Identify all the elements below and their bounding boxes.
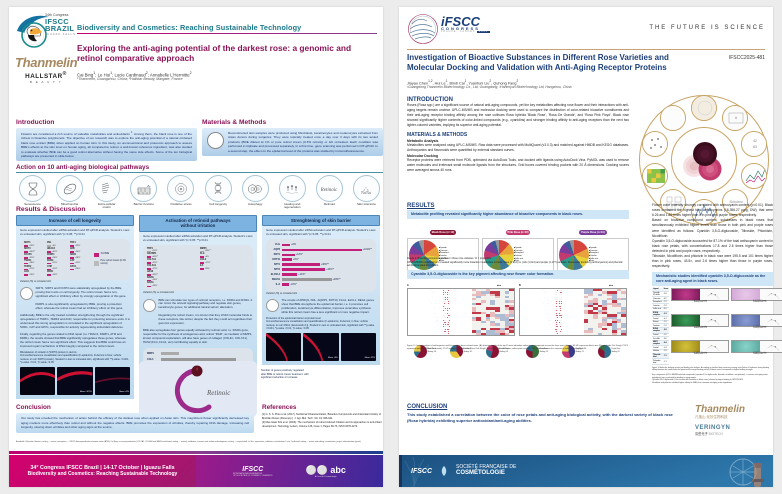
svg-text:Retinoic: Retinoic [321,188,337,193]
svg-text:63: 63 [753,145,757,149]
svg-text:Retinoic: Retinoic [206,389,231,397]
svg-text:42: 42 [753,139,757,143]
